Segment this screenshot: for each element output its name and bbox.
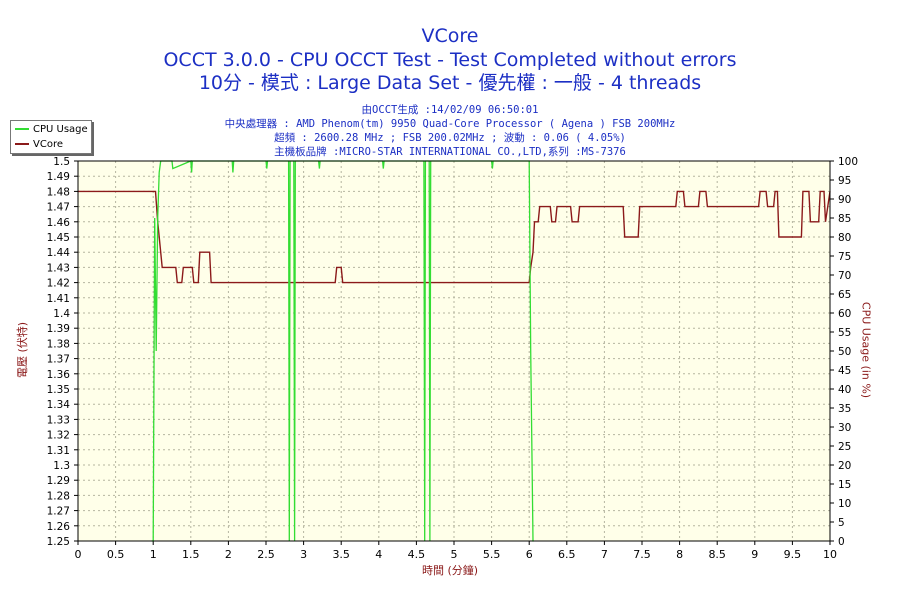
legend-label-vcore: VCore [33, 138, 63, 150]
x-tick-label: 5.5 [483, 548, 501, 561]
x-tick-label: 9 [751, 548, 758, 561]
y-right-tick-label: 30 [838, 422, 851, 434]
x-axis-title: 時間 (分鐘) [421, 564, 479, 577]
y-right-tick-label: 15 [838, 479, 851, 491]
y-right-tick-label: 90 [838, 194, 851, 206]
x-tick-label: 6 [526, 548, 533, 561]
y-axis-left-title: 電壓 (伏特) [16, 321, 29, 379]
y-left-tick-label: 1.3 [53, 460, 70, 472]
x-tick-label: 3.5 [332, 548, 350, 561]
y-left-tick-label: 1.41 [47, 293, 70, 305]
y-right-tick-label: 60 [838, 308, 851, 320]
y-right-tick-label: 0 [838, 536, 845, 548]
y-right-tick-label: 65 [838, 289, 851, 301]
x-tick-label: 8 [676, 548, 683, 561]
y-right-tick-label: 95 [838, 175, 851, 187]
y-left-tick-label: 1.49 [47, 171, 70, 183]
y-left-tick-label: 1.48 [47, 186, 70, 198]
y-left-tick-label: 1.46 [47, 217, 71, 229]
info-clock: 超頻 : 2600.28 MHz ; FSB 200.02MHz ; 波動 : … [274, 132, 626, 144]
y-left-tick-label: 1.34 [47, 399, 71, 411]
x-tick-label: 1 [150, 548, 157, 561]
chart-subtitle-test: OCCT 3.0.0 - CPU OCCT Test - Test Comple… [163, 49, 737, 71]
system-info: 由OCCT生成 :14/02/09 06:50:01 中央處理器 : AMD P… [0, 103, 900, 159]
y-right-tick-label: 50 [838, 346, 851, 358]
y-right-tick-label: 20 [838, 460, 851, 472]
y-right-tick-label: 25 [838, 441, 851, 453]
x-tick-label: 1.5 [182, 548, 200, 561]
legend-swatch-vcore [15, 143, 29, 145]
x-tick-label: 4.5 [408, 548, 426, 561]
y-left-tick-label: 1.28 [47, 490, 70, 502]
info-generated: 由OCCT生成 :14/02/09 06:50:01 [361, 104, 539, 116]
plot-frame [77, 160, 831, 542]
y-left-tick-label: 1.5 [53, 156, 70, 168]
y-left-tick-label: 1.27 [47, 506, 70, 518]
y-left-tick-label: 1.47 [47, 202, 70, 214]
y-left-tick-label: 1.39 [47, 323, 70, 335]
x-tick-label: 2.5 [257, 548, 275, 561]
legend-item-vcore: VCore [15, 137, 91, 151]
x-tick-label: 3 [300, 548, 307, 561]
legend-item-cpu-usage: CPU Usage [15, 122, 91, 136]
y-axis-right-title: CPU Usage (in %) [859, 301, 873, 399]
x-tick-label: 0 [75, 548, 82, 561]
y-right-tick-label: 100 [838, 156, 858, 168]
info-motherboard: 主機板品牌 :MICRO-STAR INTERNATIONAL CO.,LTD,… [274, 146, 626, 158]
x-tick-label: 5 [451, 548, 458, 561]
y-right-tick-label: 10 [838, 498, 851, 510]
y-left-tick-label: 1.38 [47, 338, 70, 350]
y-left-tick-label: 1.36 [47, 369, 71, 381]
y-left-tick-label: 1.31 [47, 445, 70, 457]
y-right-tick-label: 40 [838, 384, 851, 396]
y-left-tick-label: 1.29 [47, 475, 70, 487]
chart-subtitle-mode: 10分 - 模式 : Large Data Set - 優先權 : 一般 - 4… [198, 72, 702, 94]
chart-title: VCore [421, 25, 479, 47]
y-right-tick-label: 80 [838, 232, 851, 244]
y-right-tick-label: 5 [838, 517, 845, 529]
y-left-tick-label: 1.4 [53, 308, 70, 320]
legend-swatch-cpu-usage [15, 128, 29, 130]
x-tick-label: 6.5 [558, 548, 576, 561]
y-left-tick-label: 1.26 [47, 521, 71, 533]
y-left-tick-label: 1.42 [47, 278, 70, 290]
series-line-vcore [78, 190, 831, 284]
legend: CPU Usage VCore [10, 120, 92, 154]
y-left-tick-label: 1.35 [47, 384, 70, 396]
y-right-tick-label: 35 [838, 403, 851, 415]
y-right-tick-label: 70 [838, 270, 851, 282]
x-tick-label: 10 [823, 548, 837, 561]
x-tick-label: 2 [225, 548, 232, 561]
x-tick-label: 4 [375, 548, 382, 561]
x-tick-label: 7.5 [633, 548, 651, 561]
x-tick-label: 7 [601, 548, 608, 561]
y-left-tick-label: 1.43 [47, 262, 70, 274]
y-right-tick-label: 55 [838, 327, 851, 339]
x-tick-label: 9.5 [784, 548, 802, 561]
y-left-tick-label: 1.37 [47, 354, 70, 366]
y-left-tick-label: 1.32 [47, 430, 70, 442]
y-right-tick-label: 75 [838, 251, 851, 263]
y-left-tick-label: 1.45 [47, 232, 70, 244]
y-left-tick-label: 1.44 [47, 247, 71, 259]
y-left-tick-label: 1.25 [47, 536, 70, 548]
legend-label-cpu-usage: CPU Usage [33, 123, 88, 135]
x-tick-label: 0.5 [107, 548, 125, 561]
y-right-tick-label: 85 [838, 213, 851, 225]
y-left-tick-label: 1.33 [47, 414, 70, 426]
x-tick-label: 8.5 [708, 548, 726, 561]
title-block: VCore OCCT 3.0.0 - CPU OCCT Test - Test … [0, 24, 900, 95]
y-right-tick-label: 45 [838, 365, 851, 377]
info-cpu: 中央處理器 : AMD Phenom(tm) 9950 Quad-Core Pr… [224, 118, 676, 130]
